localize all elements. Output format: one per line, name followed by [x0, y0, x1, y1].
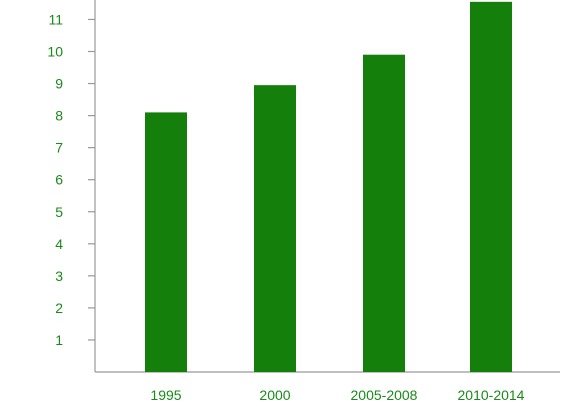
- x-tick-label: 1995: [150, 387, 181, 403]
- y-tick-label: 8: [55, 108, 63, 124]
- y-tick-label: 6: [55, 172, 63, 188]
- bar: [363, 54, 405, 372]
- x-tick-label: 2005-2008: [351, 387, 418, 403]
- y-tick-label: 10: [47, 44, 63, 60]
- y-tick-label: 11: [48, 11, 63, 27]
- y-axis: 1 2 3 4 5 6 7 8 9 10 11: [47, 0, 96, 372]
- x-tick-label: 2000: [259, 387, 290, 403]
- bar: [145, 112, 187, 373]
- y-tick-label: 3: [55, 268, 63, 284]
- bar: [470, 1, 512, 372]
- bar: [254, 85, 296, 372]
- bars: [145, 1, 512, 373]
- y-tick-label: 5: [55, 204, 63, 220]
- x-tick-label: 2010-2014: [458, 387, 525, 403]
- y-tick-label: 9: [55, 76, 63, 92]
- y-tick-label: 1: [55, 332, 63, 348]
- y-tick-label: 7: [55, 140, 63, 156]
- y-tick-label: 2: [55, 300, 63, 316]
- x-tick-labels: 1995 2000 2005-2008 2010-2014: [150, 387, 524, 403]
- y-tick-label: 4: [55, 236, 63, 252]
